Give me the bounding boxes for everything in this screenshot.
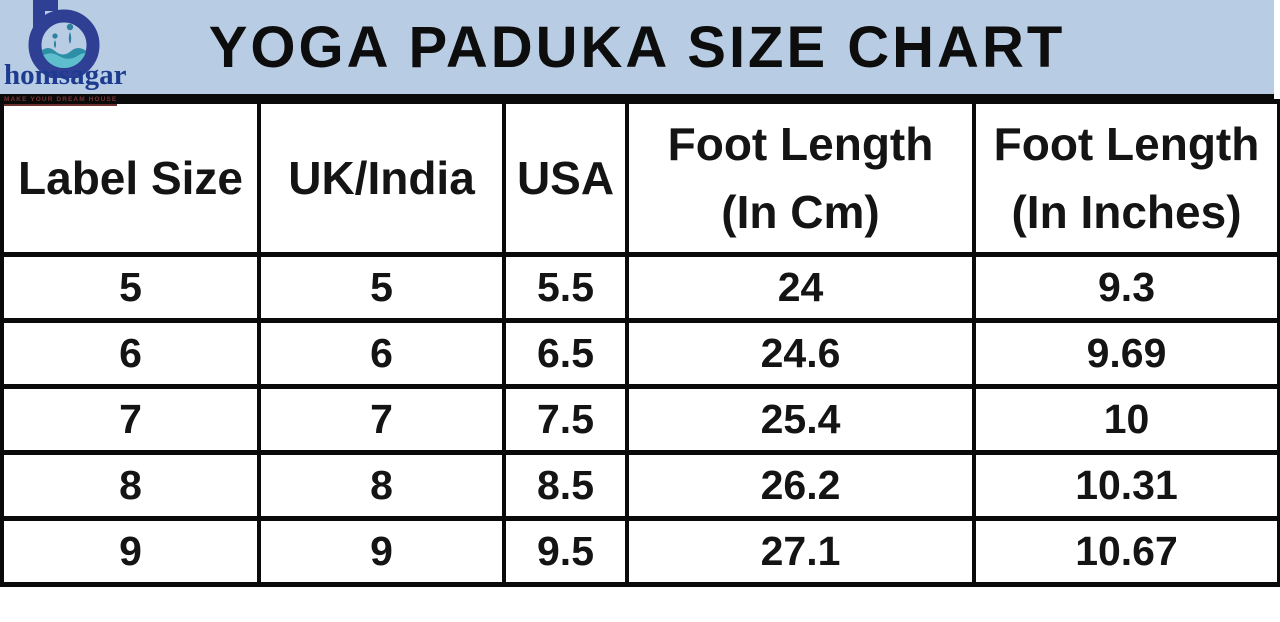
table-row-size-7: 7 7 7.5 25.4 10 [0, 384, 1280, 455]
table-cell: 7 [0, 384, 261, 455]
column-header-uk-india: UK/India [257, 99, 506, 257]
header-line: Foot Length [993, 118, 1260, 170]
table-row-size-8: 8 8 8.5 26.2 10.31 [0, 450, 1280, 521]
brand-name: homsagar [4, 59, 127, 91]
table-row-size-5: 5 5 5.5 24 9.3 [0, 252, 1280, 323]
table-cell: 9 [257, 516, 506, 587]
table-cell: 10.31 [972, 450, 1280, 521]
table-cell: 10 [972, 384, 1280, 455]
table-cell: 26.2 [625, 450, 976, 521]
header-line: USA [516, 152, 615, 204]
water-droplet-icon [52, 23, 74, 48]
header-line: (In Inches) [1011, 186, 1242, 238]
table-cell: 5 [0, 252, 261, 323]
brand-tagline: MAKE YOUR DREAM HOUSE [4, 96, 118, 106]
table-header-row: Label Size UK/India USA Foot Length (In … [0, 99, 1280, 257]
size-chart-table: Label Size UK/India USA Foot Length (In … [0, 99, 1280, 587]
table-cell: 8 [257, 450, 506, 521]
brand-logo: homsagar MAKE YOUR DREAM HOUSE [4, 0, 154, 106]
table-row-size-6: 6 6 6.5 24.6 9.69 [0, 318, 1280, 389]
table-cell: 9.5 [502, 516, 629, 587]
column-header-usa: USA [502, 99, 629, 257]
table-cell: 9.69 [972, 318, 1280, 389]
table-cell: 7.5 [502, 384, 629, 455]
table-cell: 7 [257, 384, 506, 455]
table-cell: 6 [0, 318, 261, 389]
table-cell: 8 [0, 450, 261, 521]
title-bar: YOGA PADUKA SIZE CHART [0, 0, 1274, 99]
column-header-label-size: Label Size [0, 99, 261, 257]
column-header-foot-length-cm: Foot Length (In Cm) [625, 99, 976, 257]
table-cell: 6.5 [502, 318, 629, 389]
table-row-size-9: 9 9 9.5 27.1 10.67 [0, 516, 1280, 587]
table-cell: 24 [625, 252, 976, 323]
table-cell: 10.67 [972, 516, 1280, 587]
header-line: (In Cm) [721, 186, 880, 238]
table-cell: 5 [257, 252, 506, 323]
header-line: UK/India [288, 152, 475, 204]
column-header-foot-length-inches: Foot Length (In Inches) [972, 99, 1280, 257]
table-cell: 27.1 [625, 516, 976, 587]
table-cell: 6 [257, 318, 506, 389]
header-line: Foot Length [667, 118, 934, 170]
homsagar-logo-icon [28, 0, 100, 78]
table-cell: 5.5 [502, 252, 629, 323]
table-cell: 9.3 [972, 252, 1280, 323]
page-title: YOGA PADUKA SIZE CHART [208, 15, 1066, 80]
table-cell: 25.4 [625, 384, 976, 455]
header-line: Label Size [18, 152, 243, 204]
table-cell: 8.5 [502, 450, 629, 521]
table-cell: 24.6 [625, 318, 976, 389]
table-cell: 9 [0, 516, 261, 587]
